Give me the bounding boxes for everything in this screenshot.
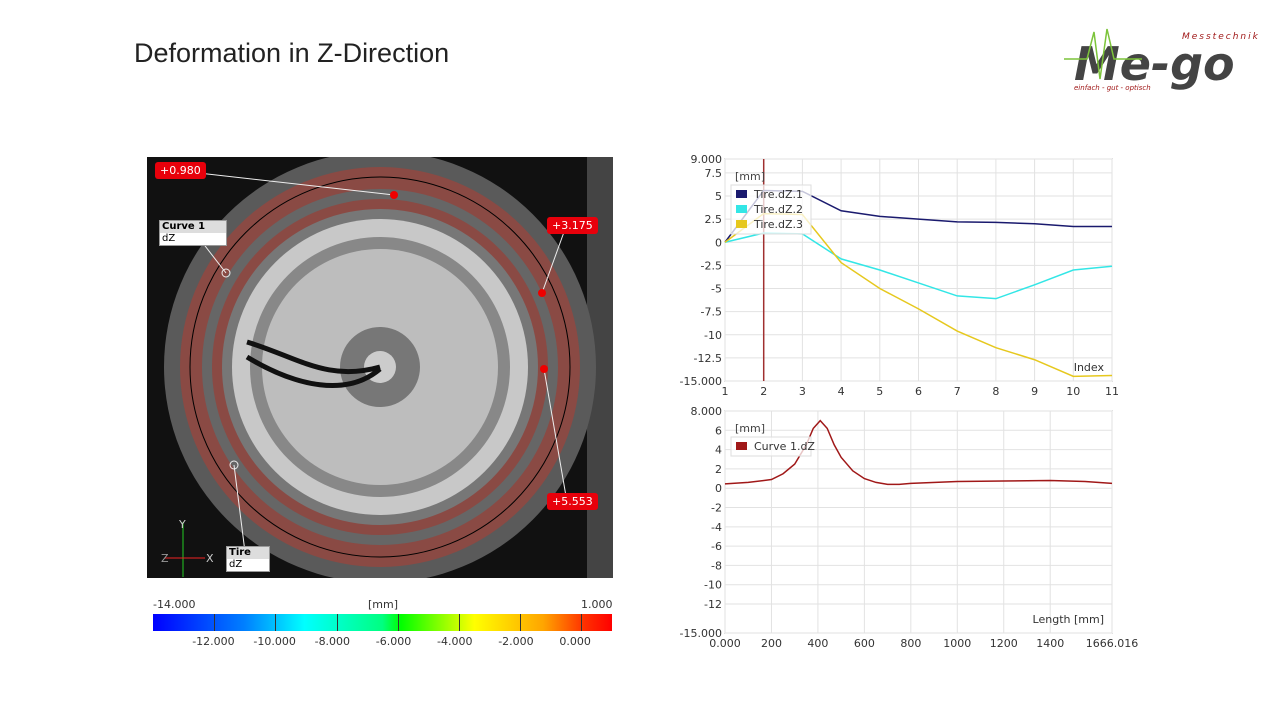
x-tick-label: 600	[854, 637, 875, 650]
colorbar-tick: -2.000	[498, 635, 534, 648]
x-tick-label: 10	[1066, 385, 1080, 398]
colorbar-tick: -12.000	[192, 635, 235, 648]
tire-label-field: dZ	[227, 559, 269, 571]
value-tag: +5.553	[547, 493, 598, 510]
y-unit-label: [mm]	[735, 422, 765, 435]
y-tick-label: 2.5	[705, 213, 723, 226]
x-tick-label: 6	[915, 385, 922, 398]
x-tick-label: 200	[761, 637, 782, 650]
y-tick-label: -5	[711, 283, 722, 296]
colorbar-divider	[459, 614, 460, 631]
y-tick-label: -12	[704, 598, 722, 611]
legend-swatch	[736, 220, 747, 228]
y-tick-label: -15.000	[680, 627, 722, 640]
y-tick-label: -15.000	[680, 375, 722, 388]
x-tick-label: 8	[992, 385, 999, 398]
x-tick-label: 400	[807, 637, 828, 650]
colorbar-divider	[336, 614, 338, 631]
x-tick-label: 2	[760, 385, 767, 398]
legend-swatch	[736, 190, 747, 198]
curve-label-field: dZ	[160, 233, 226, 245]
x-tick-label: 0.000	[709, 637, 741, 650]
curve-label: Curve 1 dZ	[159, 220, 227, 246]
colorbar-divider	[397, 614, 399, 631]
y-tick-label: 9.000	[691, 153, 723, 166]
logo-top: Messtechnik	[1182, 32, 1260, 42]
y-tick-label: 2	[715, 463, 722, 476]
y-tick-label: -2	[711, 502, 722, 515]
legend-swatch	[736, 205, 747, 213]
y-unit-label: [mm]	[735, 170, 765, 183]
value-tag: +0.980	[155, 162, 206, 179]
colorbar-divider	[275, 614, 277, 631]
legend-label: Curve 1.dZ	[754, 440, 815, 453]
axis-y-label: Y	[178, 518, 186, 531]
y-tick-label: 4	[715, 444, 722, 457]
x-tick-label: 1400	[1036, 637, 1064, 650]
tire-image: Y X Z +0.980 +3.175 +5.553 Curve 1 dZ Tir…	[147, 151, 613, 583]
x-tick-label: 1	[722, 385, 729, 398]
y-tick-label: 6	[715, 424, 722, 437]
y-tick-label: 0	[715, 236, 722, 249]
colorbar-max: 1.000	[581, 598, 613, 611]
colorbar-tick: 0.000	[559, 635, 591, 648]
y-tick-label: 0	[715, 482, 722, 495]
colorbar-tick: -6.000	[375, 635, 412, 648]
tire-label-name: Tire	[229, 547, 251, 558]
x-axis-label: Index	[1074, 361, 1105, 374]
tire-label: Tire dZ	[226, 546, 270, 572]
y-tick-label: -6	[711, 540, 722, 553]
y-tick-label: -12.5	[694, 352, 722, 365]
x-tick-label: 9	[1031, 385, 1038, 398]
x-tick-label: 800	[900, 637, 921, 650]
tire-drawing: Y X Z	[161, 151, 613, 583]
axis-z-label: Z	[161, 552, 169, 565]
y-tick-label: 5	[715, 190, 722, 203]
x-tick-label: 7	[954, 385, 961, 398]
colorbar-unit: [mm]	[368, 598, 399, 611]
legend-label: Tire.dZ.3	[753, 218, 803, 231]
y-tick-label: -10	[704, 329, 722, 342]
me-go-logo: Messtechnik Me-go einfach - gut - optisc…	[1064, 28, 1260, 92]
x-tick-label: 1200	[990, 637, 1018, 650]
colorbar-divider	[214, 614, 216, 631]
y-tick-label: -7.5	[701, 306, 722, 319]
curve-label-name: Curve 1	[162, 221, 206, 232]
logo-tagline: einfach - gut - optisch	[1074, 84, 1151, 92]
colorbar-tick: -10.000	[253, 635, 296, 648]
legend-label: Tire.dZ.1	[753, 188, 803, 201]
colorbar-tick: -4.000	[437, 635, 473, 648]
colorbar-divider	[520, 614, 522, 631]
legend-swatch	[736, 442, 747, 450]
legend-label: Tire.dZ.2	[753, 203, 803, 216]
y-tick-label: 8.000	[691, 405, 723, 418]
value-tag: +3.175	[547, 217, 598, 234]
series-line-Curve 1.dZ	[724, 419, 1113, 486]
x-axis-label: Length [mm]	[1033, 613, 1104, 626]
x-tick-label: 1000	[943, 637, 971, 650]
colorbar-divider	[581, 614, 583, 631]
y-tick-label: -2.5	[701, 259, 722, 272]
page-title: Deformation in Z-Direction	[134, 38, 450, 68]
y-tick-label: 7.5	[705, 167, 723, 180]
colorbar	[153, 614, 612, 631]
y-tick-label: -8	[711, 559, 722, 572]
colorbar-tick: -8.000	[314, 635, 351, 648]
x-tick-label: 11	[1105, 385, 1119, 398]
x-tick-label: 3	[799, 385, 806, 398]
y-tick-label: -10	[704, 579, 722, 592]
logo-brand: Me-go	[1074, 37, 1235, 91]
y-tick-label: -4	[711, 521, 722, 534]
x-tick-label: 1666.016	[1086, 637, 1139, 650]
colorbar-min: -14.000	[153, 598, 196, 611]
x-tick-label: 5	[876, 385, 883, 398]
axis-x-label: X	[206, 552, 214, 565]
x-tick-label: 4	[838, 385, 845, 398]
legend	[730, 436, 812, 457]
